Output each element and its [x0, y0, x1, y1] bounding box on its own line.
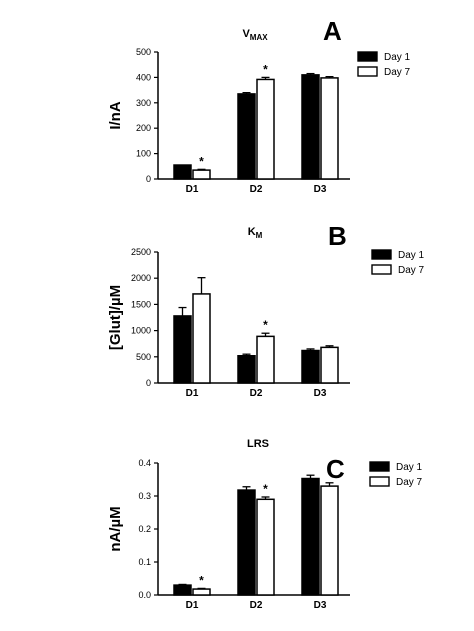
panel-letter: A [323, 16, 342, 46]
y-tick-label: 2000 [131, 273, 151, 283]
panel-letter: B [328, 221, 347, 251]
x-category-label: D1 [186, 184, 199, 195]
chart-title: LRS [247, 438, 269, 450]
y-tick-label: 0.3 [138, 491, 151, 501]
x-category-label: D1 [186, 600, 199, 611]
chart-title-main: K [248, 226, 256, 238]
y-tick-label: 300 [136, 98, 151, 108]
legend-swatch [357, 51, 378, 62]
y-tick-label: 0.0 [138, 590, 151, 600]
y-tick-label: 100 [136, 149, 151, 159]
chart-title-main: V [242, 28, 250, 40]
bar-day-1 [237, 93, 256, 180]
bar-day-1 [173, 584, 192, 596]
chart-title: KM [248, 226, 263, 240]
x-category-label: D2 [250, 388, 263, 399]
y-tick-label: 400 [136, 72, 151, 82]
chart-title-subscript: MAX [250, 33, 268, 42]
y-tick-label: 200 [136, 123, 151, 133]
y-tick-label: 0.1 [138, 557, 151, 567]
bar-day-1 [301, 477, 320, 596]
x-category-label: D3 [314, 600, 327, 611]
x-category-label: D1 [186, 388, 199, 399]
bar-day-7 [256, 498, 275, 596]
legend-swatch [357, 66, 378, 77]
legend-swatch [371, 264, 392, 275]
y-tick-label: 500 [136, 47, 151, 57]
legend-label: Day 7 [398, 265, 425, 276]
significance-marker: * [263, 62, 268, 76]
legend-label: Day 7 [396, 477, 423, 488]
bar-day-7 [192, 588, 211, 596]
bar-day-7 [192, 293, 211, 384]
x-category-label: D2 [250, 600, 263, 611]
bar-day-7 [320, 485, 339, 596]
legend-swatch [371, 249, 392, 260]
legend-swatch [369, 476, 390, 487]
bar-day-1 [301, 349, 320, 384]
bar-day-1 [173, 315, 192, 384]
panel-b: 0 500 1000 1500 2000 2500 [Glut]/µM D1 D2 * D3 KM B D… [107, 221, 425, 399]
y-axis-label: [Glut]/µM [107, 285, 124, 350]
chart-title: VMAX [242, 28, 268, 42]
bar-day-1 [301, 74, 320, 180]
significance-marker: * [199, 573, 204, 587]
significance-marker: * [263, 318, 268, 332]
x-category-label: D2 [250, 184, 263, 195]
legend-label: Day 1 [396, 462, 423, 473]
bar-day-1 [237, 489, 256, 596]
y-tick-label: 1000 [131, 326, 151, 336]
x-category-label: D3 [314, 184, 327, 195]
legend-swatch [369, 461, 390, 472]
legend-label: Day 1 [398, 250, 425, 261]
bar-day-1 [237, 355, 256, 384]
y-tick-label: 0.4 [138, 458, 151, 468]
bar-day-7 [256, 335, 275, 384]
y-tick-label: 500 [136, 352, 151, 362]
bar-day-7 [256, 78, 275, 180]
significance-marker: * [263, 482, 268, 496]
panel-c: 0.0 0.1 0.2 0.3 0.4 nA/µM D1 * D2 * D3 LRS C Day 1 Day… [107, 438, 423, 611]
bar-day-7 [320, 77, 339, 180]
panel-letter: C [326, 454, 345, 484]
y-axis-label: I/nA [107, 101, 124, 129]
legend-label: Day 7 [384, 67, 411, 78]
significance-marker: * [199, 154, 204, 168]
legend-label: Day 1 [384, 52, 411, 63]
bar-day-7 [320, 346, 339, 384]
panel-a: 0 100 200 300 400 500 I/nA D1 * D2 * D3 VMAX A Day 1 Da… [107, 16, 411, 195]
y-axis-label: nA/µM [107, 506, 124, 551]
x-category-label: D3 [314, 388, 327, 399]
y-tick-label: 0.2 [138, 524, 151, 534]
y-tick-label: 2500 [131, 247, 151, 257]
bar-day-7 [192, 169, 211, 180]
chart-title-subscript: M [256, 231, 263, 240]
y-tick-label: 0 [146, 174, 151, 184]
bar-day-1 [173, 164, 192, 180]
chart-title-main: LRS [247, 438, 269, 450]
y-tick-label: 1500 [131, 299, 151, 309]
y-tick-label: 0 [146, 378, 151, 388]
